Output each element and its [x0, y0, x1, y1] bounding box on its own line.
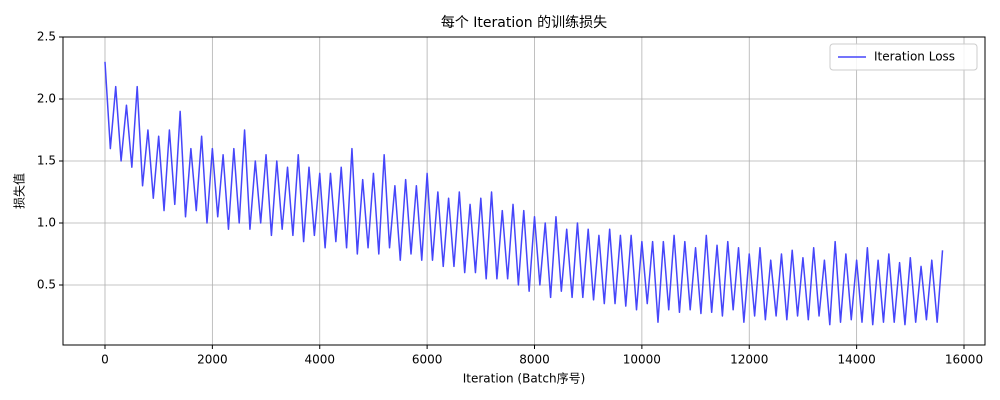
x-tick-label: 14000 [838, 353, 876, 367]
legend: Iteration Loss [829, 43, 978, 71]
x-tick-label: 8000 [519, 353, 550, 367]
x-tick-label: 4000 [304, 353, 335, 367]
y-tick-label: 0.5 [37, 277, 56, 291]
series-line [104, 61, 944, 326]
y-tick-label: 2.5 [37, 30, 56, 44]
x-tick-label: 16000 [945, 353, 983, 367]
y-tick-label: 1.0 [37, 215, 56, 229]
legend-box [829, 43, 978, 71]
x-tick-label: 12000 [730, 353, 768, 367]
y-tick-label: 2.0 [37, 91, 56, 105]
y-axis-label: 损失值 [12, 173, 27, 209]
y-tick-label: 1.5 [37, 153, 56, 167]
legend-label: Iteration Loss [874, 50, 955, 64]
x-tick-label: 6000 [412, 353, 443, 367]
x-tick-label: 10000 [623, 353, 661, 367]
x-tick-label: 2000 [197, 353, 228, 367]
chart-title: 每个 Iteration 的训练损失 [441, 15, 607, 31]
plot-frame [62, 36, 986, 346]
x-tick-label: 0 [101, 353, 109, 367]
x-axis-label: Iteration (Batch序号) [463, 371, 586, 386]
